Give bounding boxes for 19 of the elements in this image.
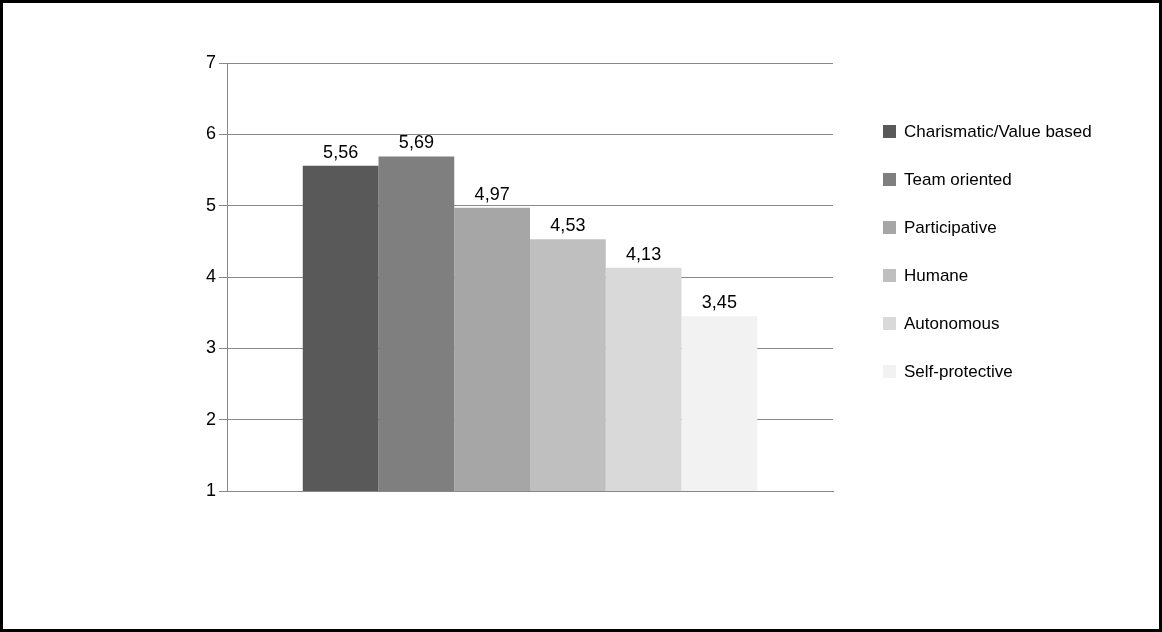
y-tick-label: 1	[206, 479, 217, 500]
y-tick-label: 3	[206, 337, 217, 358]
y-tick-label: 7	[206, 51, 217, 72]
y-tick-label: 4	[206, 265, 217, 286]
legend-label: Autonomous	[904, 313, 1000, 334]
data-label: 4,13	[626, 243, 662, 264]
legend-label: Team oriented	[904, 169, 1012, 190]
legend-label: Participative	[904, 217, 997, 238]
y-tick-label: 5	[206, 194, 217, 215]
y-tick-label: 2	[206, 408, 217, 429]
y-tick-label: 6	[206, 123, 217, 144]
data-label: 5,69	[398, 132, 434, 153]
data-label: 4,97	[474, 183, 510, 204]
legend-label: Charismatic/Value based	[904, 121, 1092, 142]
data-label: 4,53	[550, 215, 586, 236]
data-label: 3,45	[701, 292, 737, 313]
legend-label: Self-protective	[904, 361, 1013, 382]
data-label: 5,56	[323, 141, 359, 162]
legend-label: Humane	[904, 265, 969, 286]
